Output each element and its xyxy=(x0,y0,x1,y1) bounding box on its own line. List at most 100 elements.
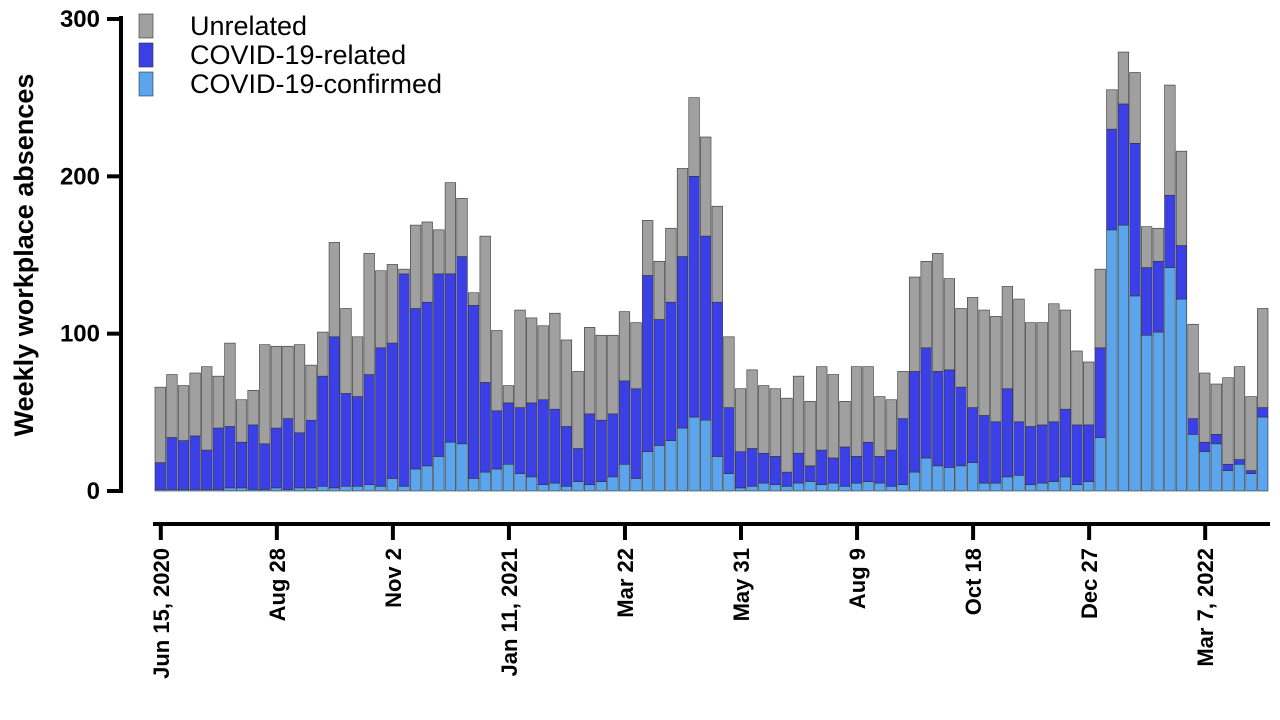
bar-covid-19-related xyxy=(1257,407,1269,418)
bar-covid-19-confirmed xyxy=(978,482,990,492)
bar-unrelated xyxy=(653,260,665,320)
bar-covid-19-related xyxy=(897,418,909,486)
bar-unrelated xyxy=(1233,366,1246,460)
bar-covid-19-related xyxy=(317,375,329,487)
bar-unrelated xyxy=(1094,268,1106,349)
bar-unrelated xyxy=(688,97,700,177)
bar-covid-19-confirmed xyxy=(1187,434,1199,492)
bar-covid-19-confirmed xyxy=(468,478,480,492)
bar-unrelated xyxy=(549,312,561,410)
bar-unrelated xyxy=(468,292,480,306)
bar-unrelated xyxy=(479,235,491,383)
bar-covid-19-related xyxy=(700,235,712,421)
bar-unrelated xyxy=(955,308,967,388)
bar-covid-19-related xyxy=(293,432,306,489)
legend-swatch xyxy=(138,42,154,68)
bar-covid-19-related xyxy=(1094,347,1106,438)
bar-unrelated xyxy=(1164,84,1176,196)
bar-covid-19-confirmed xyxy=(1071,484,1083,492)
bar-covid-19-related xyxy=(351,396,364,487)
bar-covid-19-related xyxy=(1059,408,1072,478)
bar-covid-19-confirmed xyxy=(862,481,874,492)
y-tick-label: 200 xyxy=(60,163,100,190)
bar-covid-19-confirmed xyxy=(491,468,503,492)
bar-unrelated xyxy=(943,278,955,371)
bar-covid-19-related xyxy=(526,402,538,478)
legend-label: Unrelated xyxy=(190,11,307,41)
bar-unrelated xyxy=(850,366,863,457)
bar-covid-19-related xyxy=(1199,441,1211,452)
x-tick-label: Mar 7, 2022 xyxy=(1193,548,1218,667)
y-tick-label: 300 xyxy=(60,6,100,33)
bar-covid-19-related xyxy=(792,452,805,484)
bar-covid-19-related xyxy=(769,456,781,486)
bar-covid-19-confirmed xyxy=(734,487,747,492)
bar-covid-19-related xyxy=(804,465,816,482)
bar-covid-19-related xyxy=(305,419,317,489)
bar-covid-19-confirmed xyxy=(1245,473,1257,492)
bar-covid-19-confirmed xyxy=(398,485,410,492)
bar-covid-19-confirmed xyxy=(421,465,433,492)
bar-unrelated xyxy=(862,366,874,443)
bar-covid-19-confirmed xyxy=(1094,437,1106,492)
bar-covid-19-confirmed xyxy=(630,478,642,492)
bar-covid-19-confirmed xyxy=(1013,474,1025,492)
bar-covid-19-confirmed xyxy=(1257,416,1269,492)
bar-unrelated xyxy=(1141,226,1153,268)
bar-covid-19-confirmed xyxy=(351,485,364,492)
bar-covid-19-confirmed xyxy=(1233,463,1246,492)
bar-covid-19-confirmed xyxy=(560,485,573,492)
bar-covid-19-related xyxy=(549,408,561,484)
x-tick-label: Dec 27 xyxy=(1077,548,1102,619)
bar-unrelated xyxy=(293,344,306,434)
bar-covid-19-related xyxy=(479,382,491,473)
bar-unrelated xyxy=(177,385,190,441)
bar-covid-19-confirmed xyxy=(433,456,445,492)
bar-unrelated xyxy=(456,198,468,257)
bar-unrelated xyxy=(827,374,839,459)
bar-covid-19-confirmed xyxy=(1210,443,1222,492)
bar-unrelated xyxy=(908,276,921,372)
bar-unrelated xyxy=(514,309,526,408)
bar-covid-19-related xyxy=(1245,470,1257,474)
bar-covid-19-confirmed xyxy=(653,445,665,492)
bar-unrelated xyxy=(781,397,793,473)
bar-covid-19-related xyxy=(676,256,689,429)
bar-covid-19-related xyxy=(781,471,793,487)
bar-covid-19-related xyxy=(444,273,457,443)
bar-unrelated xyxy=(792,375,805,454)
bar-covid-19-confirmed xyxy=(955,465,967,492)
bar-covid-19-confirmed xyxy=(456,443,468,492)
bar-covid-19-related xyxy=(154,462,166,490)
bar-covid-19-confirmed xyxy=(932,465,944,492)
bar-unrelated xyxy=(630,322,642,390)
bar-unrelated xyxy=(201,366,213,451)
bar-unrelated xyxy=(1036,322,1048,426)
bar-covid-19-related xyxy=(560,426,573,487)
bar-covid-19-confirmed xyxy=(966,462,979,492)
bar-covid-19-confirmed xyxy=(235,487,248,492)
bar-covid-19-confirmed xyxy=(1048,481,1060,492)
bar-covid-19-related xyxy=(711,301,723,457)
bar-unrelated xyxy=(560,339,573,427)
x-tick-label: Oct 18 xyxy=(961,548,986,615)
bar-covid-19-related xyxy=(1106,128,1118,231)
bar-covid-19-related xyxy=(433,273,445,457)
bar-unrelated xyxy=(572,371,584,449)
bar-covid-19-related xyxy=(270,427,282,489)
bar-unrelated xyxy=(595,334,607,421)
bar-covid-19-related xyxy=(282,418,294,490)
bar-covid-19-related xyxy=(607,413,619,478)
legend-swatch xyxy=(138,71,154,97)
bar-covid-19-related xyxy=(1036,424,1048,484)
bar-covid-19-related xyxy=(850,456,863,484)
bar-covid-19-related xyxy=(212,427,224,490)
bar-covid-19-related xyxy=(584,413,596,486)
bar-covid-19-confirmed xyxy=(885,485,897,492)
bar-covid-19-related xyxy=(653,319,665,446)
bar-covid-19-confirmed xyxy=(317,485,329,492)
bar-unrelated xyxy=(166,374,178,438)
bar-covid-19-related xyxy=(1129,142,1141,297)
bar-covid-19-related xyxy=(1117,103,1130,226)
